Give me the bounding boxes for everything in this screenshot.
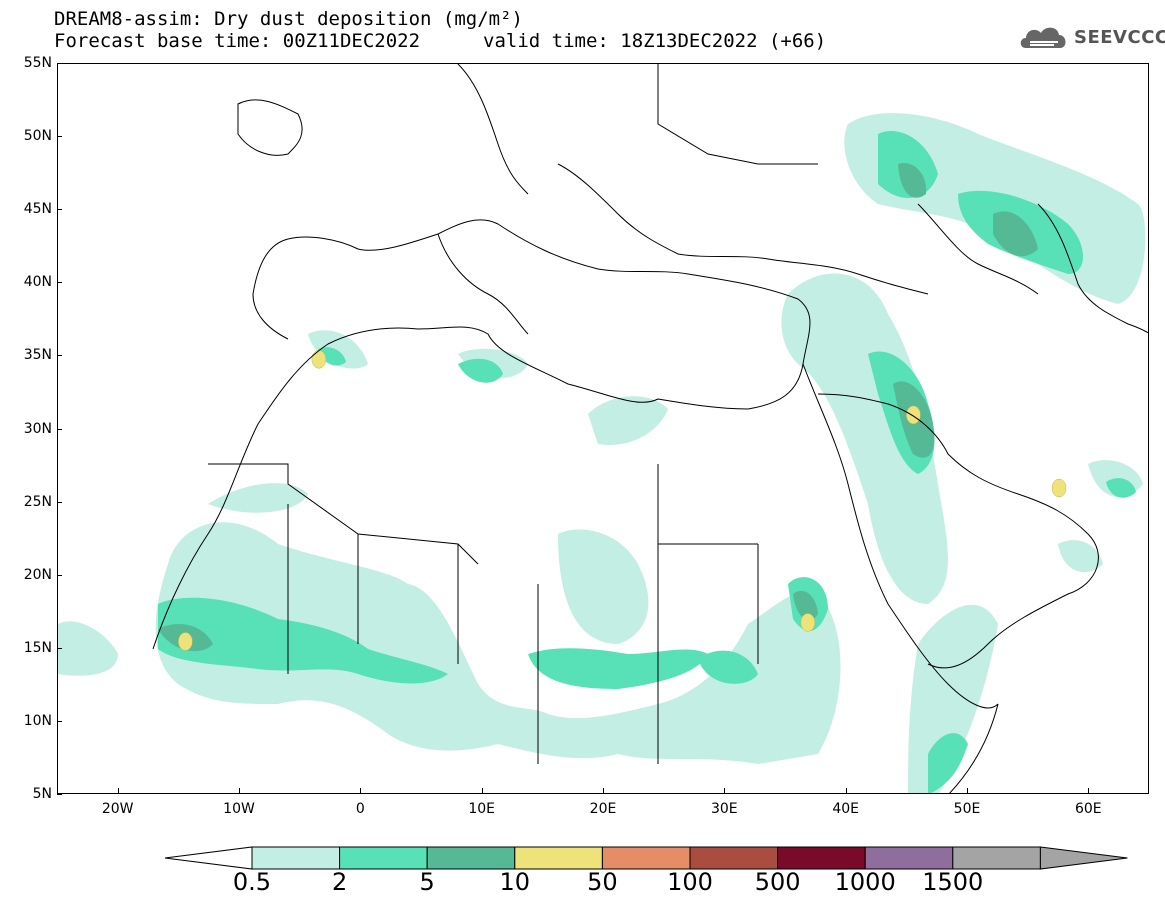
lat-label: 55N [23, 55, 52, 71]
colorbar-segment [952, 846, 1041, 870]
dust-hotspot [1051, 478, 1067, 498]
colorbar-label: 5 [419, 868, 435, 896]
lat-tick [57, 647, 62, 649]
colorbar-label: 1000 [834, 868, 896, 896]
lat-label: 50N [23, 128, 52, 145]
lat-label: 5N [32, 786, 52, 802]
lon-label: 0 [355, 801, 365, 817]
logo-text: SEEVCCC [1074, 26, 1165, 48]
lat-label: 35N [23, 347, 52, 364]
lon-tick [1088, 788, 1090, 793]
dust-hotspot [906, 405, 921, 425]
lat-label: 20N [23, 566, 52, 583]
valid-time: valid time: 18Z13DEC2022 (+66) [483, 30, 827, 52]
lon-label: 10W [223, 801, 255, 817]
map-panel [57, 63, 1149, 794]
lon-tick [239, 788, 240, 793]
lon-label: 30E [710, 801, 738, 817]
lat-label: 10N [23, 712, 52, 729]
lat-tick [57, 794, 62, 795]
lat-tick [57, 501, 62, 503]
dust-hotspot [178, 632, 193, 651]
lon-label: 10E [468, 801, 495, 817]
lon-label: 20W [101, 801, 134, 817]
dust-hotspot [311, 350, 327, 369]
colorbar-label: 500 [754, 868, 801, 896]
lat-label: 15N [23, 639, 52, 656]
lon-tick [360, 788, 362, 793]
lon-tick [845, 788, 847, 793]
lat-tick [57, 574, 62, 576]
lon-label: 40E [832, 801, 859, 817]
lon-label: 60E [1074, 801, 1102, 817]
lon-label: 50E [953, 801, 981, 817]
lat-label: 30N [23, 420, 52, 437]
lat-tick [57, 355, 62, 357]
chart-title: DREAM8-assim: Dry dust deposition (mg/m²… [54, 8, 523, 30]
lon-tick [117, 788, 119, 793]
lat-label: 45N [23, 201, 52, 218]
seevccc-logo: SEEVCCC [1018, 22, 1165, 52]
forecast-base-time: Forecast base time: 00Z11DEC2022 [54, 30, 421, 52]
lon-tick [967, 788, 968, 793]
colorbar-label: 2 [331, 868, 348, 896]
lat-tick [57, 720, 62, 722]
lon-tick [603, 788, 604, 793]
lat-label: 40N [23, 274, 52, 291]
colorbar [164, 846, 1128, 870]
colorbar-above-triangle [1039, 846, 1128, 870]
colorbar-segment [251, 846, 341, 870]
colorbar-label: 10 [499, 868, 531, 896]
colorbar-below-triangle [164, 846, 253, 870]
dust-hotspot [800, 613, 816, 632]
cloud-icon [1020, 27, 1066, 48]
colorbar-segment [426, 846, 516, 870]
lat-tick [57, 209, 62, 211]
colorbar-segment [777, 846, 866, 870]
lat-tick [57, 63, 62, 64]
colorbar-segment [514, 846, 603, 870]
colorbar-label: 1500 [922, 868, 984, 896]
colorbar-label: 0.5 [232, 868, 272, 896]
colorbar-segment [689, 846, 779, 870]
lat-label: 25N [23, 493, 52, 510]
lat-tick [57, 282, 62, 284]
colorbar-segment [601, 846, 691, 870]
lat-tick [57, 428, 62, 430]
lon-label: 20E [589, 801, 617, 817]
colorbar-segment [864, 846, 954, 870]
colorbar-label: 50 [587, 868, 618, 896]
lon-tick [481, 788, 483, 793]
colorbar-segment [339, 846, 428, 870]
colorbar-label: 100 [667, 868, 713, 896]
dust-deposition-map [58, 64, 1148, 793]
lat-tick [57, 136, 62, 138]
lon-tick [724, 788, 726, 793]
